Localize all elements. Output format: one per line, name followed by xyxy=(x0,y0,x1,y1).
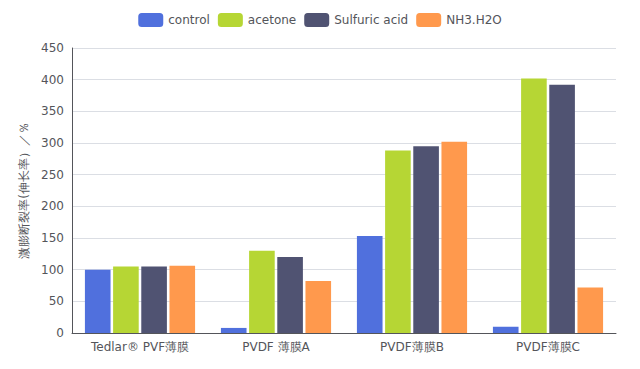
svg-text:250: 250 xyxy=(41,168,64,182)
svg-text:Sulfuric acid: Sulfuric acid xyxy=(334,13,408,27)
svg-text:50: 50 xyxy=(49,294,64,308)
svg-text:PVDF薄膜C: PVDF薄膜C xyxy=(516,340,580,354)
svg-text:100: 100 xyxy=(41,263,64,277)
svg-text:200: 200 xyxy=(41,199,64,213)
svg-text:0: 0 xyxy=(56,326,64,340)
svg-text:350: 350 xyxy=(41,104,64,118)
svg-text:acetone: acetone xyxy=(248,13,296,27)
svg-text:PVDF 薄膜A: PVDF 薄膜A xyxy=(242,340,310,354)
svg-text:450: 450 xyxy=(41,41,64,55)
svg-text:300: 300 xyxy=(41,136,64,150)
svg-text:Tedlar® PVF薄膜: Tedlar® PVF薄膜 xyxy=(90,340,189,354)
svg-text:150: 150 xyxy=(41,231,64,245)
svg-text:PVDF薄膜B: PVDF薄膜B xyxy=(380,340,444,354)
svg-text:溦膨断裂率(伸长率）／％: 溦膨断裂率(伸长率）／％ xyxy=(17,122,31,259)
svg-text:NH3.H2O: NH3.H2O xyxy=(446,13,502,27)
svg-text:control: control xyxy=(168,13,210,27)
svg-text:400: 400 xyxy=(41,73,64,87)
